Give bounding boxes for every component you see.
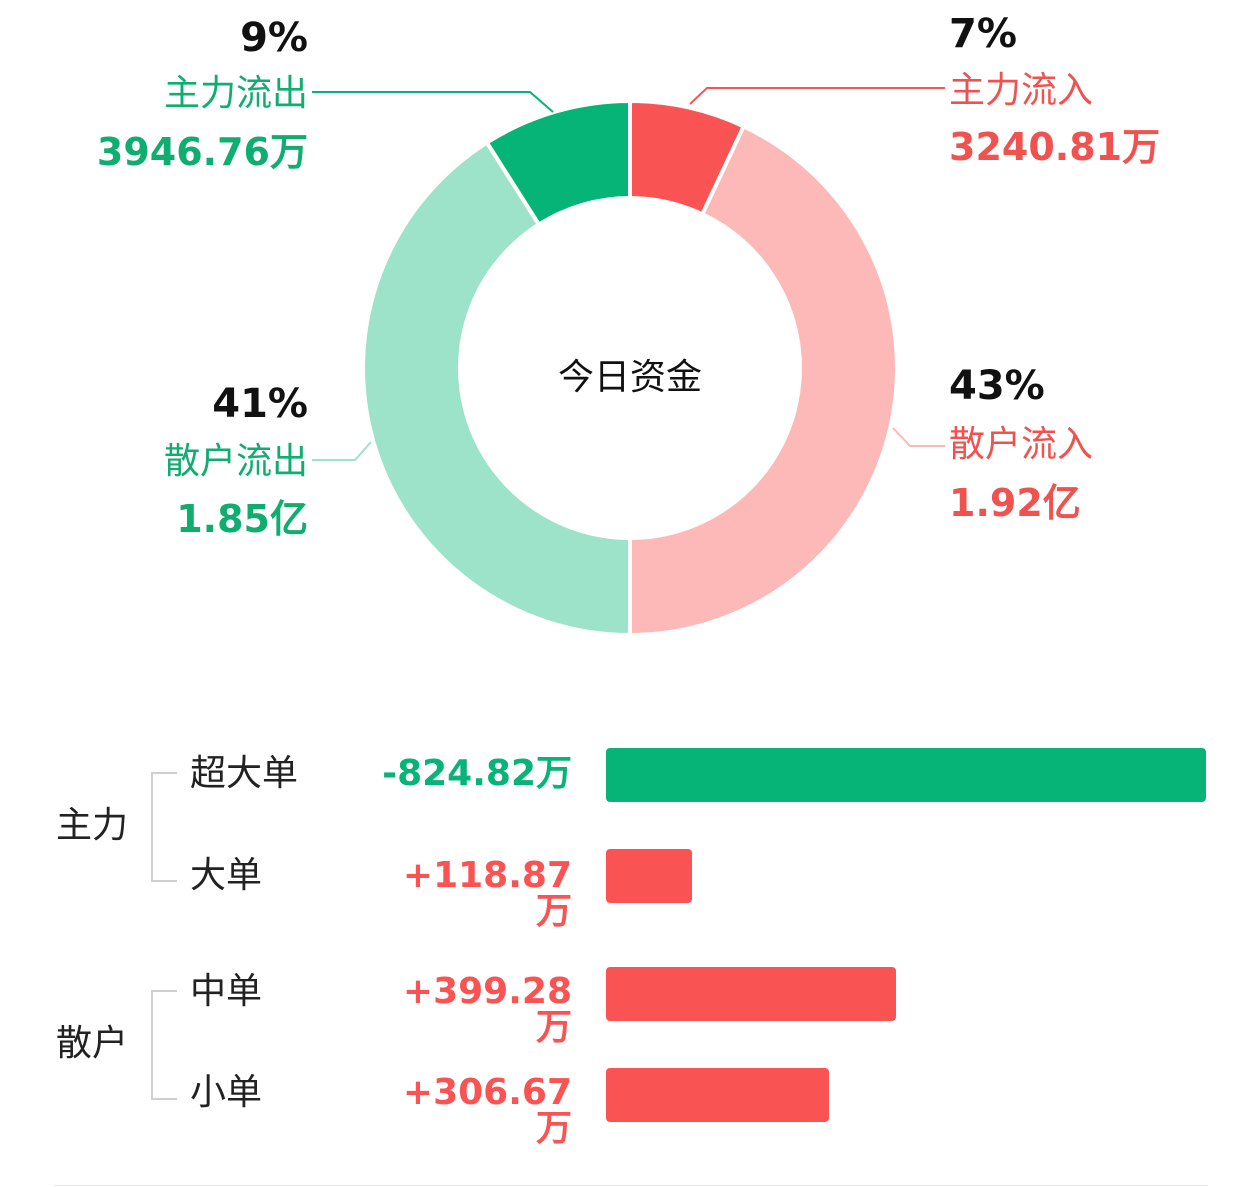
- bar-value-large: +118.87万: [402, 855, 572, 932]
- retail-inflow-amount: 1.92亿: [949, 481, 1081, 525]
- bar-large: [606, 849, 693, 903]
- bar-label-super-large: 超大单: [190, 753, 299, 794]
- bar-value-super-large: -824.82万: [382, 753, 572, 794]
- main-inflow-label: 主力流入: [949, 70, 1094, 111]
- bar-super-large: [606, 748, 1206, 802]
- bar-value-small: +306.67万: [402, 1072, 572, 1149]
- bottom-divider: [54, 1185, 1208, 1186]
- bar-medium: [606, 967, 897, 1021]
- retail-outflow-amount: 1.85亿: [176, 497, 308, 541]
- bar-label-medium: 中单: [190, 971, 263, 1012]
- retail-outflow-percent: 41%: [212, 381, 308, 427]
- retail-inflow-percent: 43%: [949, 363, 1045, 409]
- bar-label-small: 小单: [190, 1072, 263, 1113]
- retail-outflow-label: 散户流出: [163, 441, 308, 482]
- slice-retail-inflow: [628, 123, 899, 638]
- leader-main-inflow: [689, 87, 945, 105]
- leader-retail-inflow: [892, 427, 945, 447]
- leader-retail-outflow: [312, 441, 372, 461]
- bar-small: [606, 1068, 830, 1122]
- leader-main-outflow: [312, 91, 554, 113]
- main-outflow-amount: 3946.76万: [96, 130, 308, 174]
- main-inflow-amount: 3240.81万: [949, 125, 1161, 169]
- bar-label-large: 大单: [190, 855, 263, 896]
- fund-donut-chart: [312, 87, 945, 638]
- group-bracket-main: [151, 772, 177, 882]
- group-label-retail: 散户: [56, 1023, 129, 1064]
- donut-center-title: 今日资金: [557, 357, 702, 398]
- slice-main-outflow: [484, 98, 632, 228]
- retail-inflow-label: 散户流入: [949, 424, 1094, 465]
- main-outflow-label: 主力流出: [163, 73, 308, 114]
- group-label-main: 主力: [56, 805, 129, 846]
- bar-value-medium: +399.28万: [402, 971, 572, 1048]
- group-bracket-retail: [151, 990, 177, 1100]
- slice-retail-outflow: [361, 139, 632, 638]
- main-outflow-percent: 9%: [240, 15, 308, 61]
- main-inflow-percent: 7%: [949, 11, 1017, 57]
